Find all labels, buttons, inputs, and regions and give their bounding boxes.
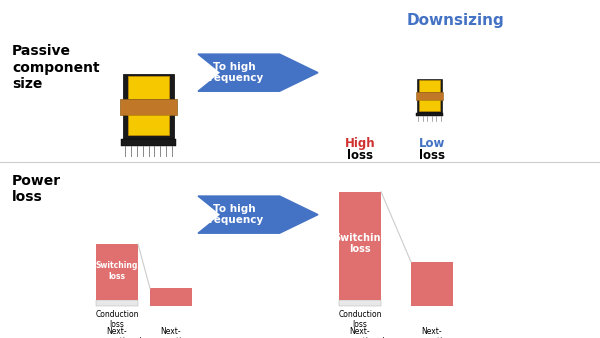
Text: Next-
generation
(SiC / GaN): Next- generation (SiC / GaN) (150, 327, 192, 338)
Text: loss: loss (347, 149, 373, 162)
Bar (128, 115, 169, 135)
Bar (416, 113, 443, 116)
Text: Downsizing: Downsizing (407, 13, 505, 28)
Text: loss: loss (419, 149, 445, 162)
Text: Low: Low (419, 138, 445, 150)
Text: To high
frequency: To high frequency (205, 62, 265, 83)
Text: High: High (344, 138, 376, 150)
Bar (417, 79, 442, 113)
Text: Passive
component
size: Passive component size (12, 44, 100, 91)
Text: Power
loss: Power loss (12, 174, 61, 204)
Text: To high
frequency: To high frequency (205, 204, 265, 225)
Text: Switching
loss: Switching loss (333, 233, 387, 255)
Text: Conduction
loss: Conduction loss (338, 310, 382, 329)
Text: Switching
loss: Switching loss (96, 261, 138, 281)
Bar (150, 288, 192, 306)
Polygon shape (198, 54, 318, 91)
Bar (419, 80, 440, 92)
Bar (411, 262, 453, 306)
Bar (96, 244, 138, 300)
Polygon shape (198, 196, 318, 233)
Bar (339, 192, 381, 300)
Text: Next-
conventional
(Si): Next- conventional (Si) (335, 327, 385, 338)
Text: Next-
conventional
(Si): Next- conventional (Si) (92, 327, 142, 338)
Text: Conduction
loss: Conduction loss (95, 310, 139, 329)
Bar (339, 300, 381, 306)
Text: Next-
generation
(SiC / GaN): Next- generation (SiC / GaN) (411, 327, 453, 338)
Bar (128, 76, 169, 99)
Bar (96, 300, 138, 306)
Bar (120, 99, 177, 115)
Bar (123, 74, 174, 140)
Bar (419, 100, 440, 111)
Bar (416, 92, 443, 100)
Bar (121, 139, 176, 146)
